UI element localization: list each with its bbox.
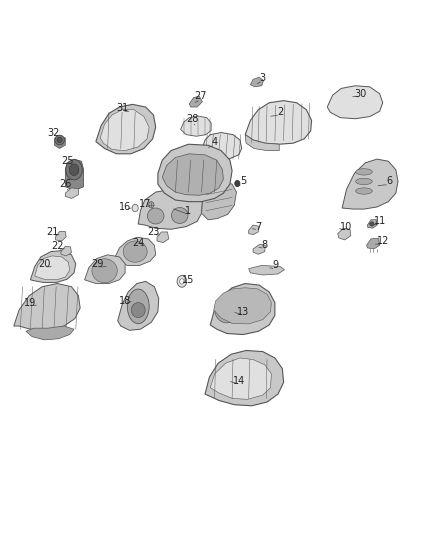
Text: 16: 16 — [119, 202, 131, 212]
Text: 21: 21 — [46, 227, 58, 237]
Text: 28: 28 — [187, 114, 199, 124]
Polygon shape — [118, 281, 159, 330]
Ellipse shape — [356, 168, 372, 175]
Polygon shape — [157, 232, 169, 243]
Polygon shape — [14, 284, 80, 330]
Text: 19: 19 — [24, 297, 36, 308]
Text: 5: 5 — [240, 176, 246, 187]
Text: 17: 17 — [138, 199, 151, 209]
Text: 6: 6 — [386, 176, 392, 187]
Text: 18: 18 — [119, 296, 131, 306]
Text: 11: 11 — [374, 216, 387, 227]
Polygon shape — [65, 159, 84, 189]
Ellipse shape — [215, 297, 239, 323]
Text: 15: 15 — [182, 275, 194, 285]
Polygon shape — [214, 288, 272, 324]
Ellipse shape — [180, 279, 184, 284]
Polygon shape — [253, 244, 265, 254]
Polygon shape — [249, 225, 258, 235]
Text: 14: 14 — [233, 376, 245, 386]
Polygon shape — [210, 284, 275, 335]
Polygon shape — [138, 189, 202, 229]
Polygon shape — [327, 86, 383, 119]
Text: 30: 30 — [355, 88, 367, 99]
Ellipse shape — [127, 289, 149, 324]
Polygon shape — [158, 144, 232, 201]
Polygon shape — [338, 228, 351, 240]
Polygon shape — [65, 188, 78, 198]
Ellipse shape — [123, 241, 147, 262]
Text: 20: 20 — [38, 259, 50, 269]
Polygon shape — [61, 246, 71, 256]
Polygon shape — [210, 358, 272, 399]
Ellipse shape — [55, 135, 64, 145]
Text: 8: 8 — [262, 240, 268, 250]
Polygon shape — [162, 154, 223, 195]
Text: 22: 22 — [51, 241, 64, 251]
Text: 9: 9 — [273, 261, 279, 270]
Polygon shape — [342, 159, 398, 209]
Polygon shape — [26, 326, 74, 340]
Polygon shape — [55, 231, 66, 241]
Polygon shape — [205, 351, 284, 406]
Text: 10: 10 — [339, 222, 352, 232]
Ellipse shape — [370, 222, 374, 226]
Text: 12: 12 — [377, 236, 389, 246]
Polygon shape — [30, 251, 76, 282]
Ellipse shape — [57, 138, 62, 143]
Polygon shape — [54, 136, 65, 149]
Polygon shape — [201, 181, 237, 220]
Ellipse shape — [149, 201, 154, 208]
Text: 29: 29 — [92, 259, 104, 269]
Ellipse shape — [356, 178, 372, 184]
Polygon shape — [100, 110, 149, 151]
Text: 4: 4 — [212, 136, 218, 147]
Ellipse shape — [171, 207, 188, 223]
Ellipse shape — [92, 259, 117, 282]
Ellipse shape — [131, 303, 145, 318]
Ellipse shape — [132, 204, 138, 212]
Polygon shape — [367, 238, 380, 249]
Polygon shape — [35, 256, 70, 280]
Polygon shape — [251, 77, 264, 87]
Ellipse shape — [177, 276, 187, 287]
Text: 26: 26 — [59, 179, 71, 189]
Text: 3: 3 — [260, 73, 266, 83]
Text: 25: 25 — [61, 156, 73, 166]
Polygon shape — [115, 237, 155, 265]
Polygon shape — [189, 96, 202, 107]
Polygon shape — [201, 133, 242, 160]
Text: 32: 32 — [47, 127, 59, 138]
Polygon shape — [245, 135, 279, 151]
Text: 1: 1 — [185, 206, 191, 216]
Polygon shape — [367, 220, 377, 228]
Text: 31: 31 — [116, 103, 128, 113]
Text: 2: 2 — [277, 107, 283, 117]
Ellipse shape — [242, 297, 264, 321]
Text: 23: 23 — [147, 227, 160, 237]
Polygon shape — [85, 255, 125, 284]
Ellipse shape — [235, 180, 240, 187]
Ellipse shape — [356, 188, 372, 194]
Ellipse shape — [69, 164, 79, 175]
Polygon shape — [180, 116, 211, 136]
Ellipse shape — [148, 208, 164, 224]
Ellipse shape — [66, 160, 82, 180]
Polygon shape — [245, 101, 311, 144]
Polygon shape — [249, 265, 285, 275]
Text: 27: 27 — [194, 91, 207, 101]
Text: 24: 24 — [132, 238, 145, 247]
Text: 7: 7 — [255, 222, 261, 232]
Polygon shape — [96, 104, 155, 154]
Text: 13: 13 — [237, 306, 249, 317]
